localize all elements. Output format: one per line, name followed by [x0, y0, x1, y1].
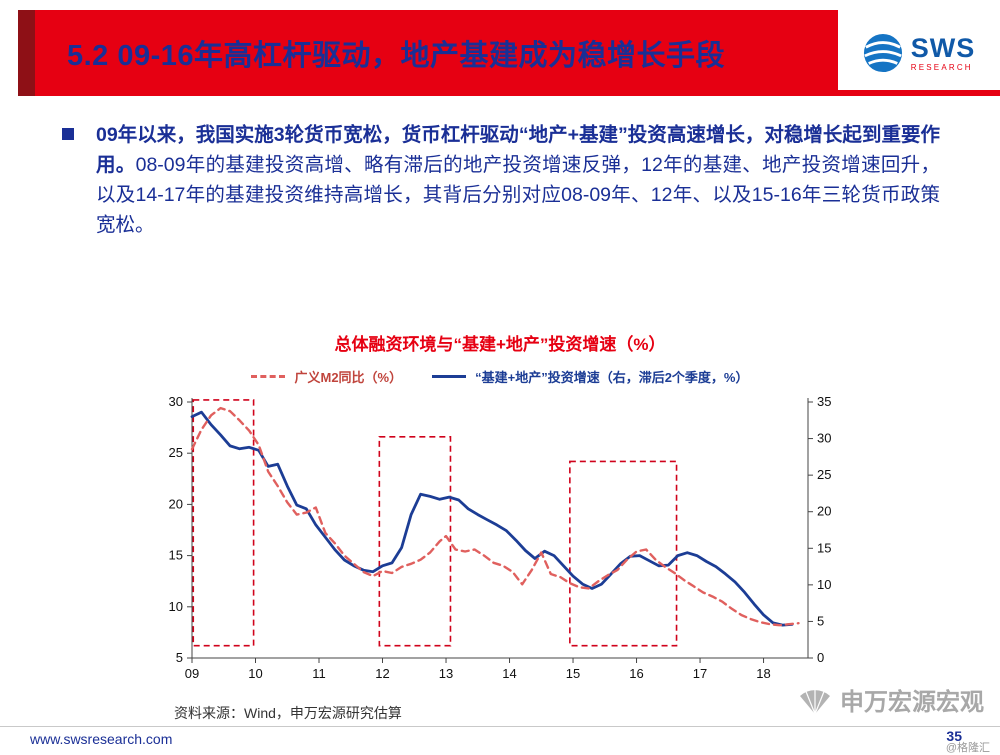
svg-text:10: 10 [248, 666, 262, 681]
chart-section: 总体融资环境与“基建+地产”投资增速（%） 广义M2同比（%） “基建+地产”投… [150, 330, 850, 723]
watermark-text: 申万宏源宏观 [840, 689, 984, 716]
gelonghui-credit: @格隆汇 [945, 742, 990, 754]
investment-legend-line-icon [432, 375, 467, 378]
svg-text:17: 17 [693, 666, 707, 681]
svg-text:14: 14 [502, 666, 516, 681]
sws-globe-icon [863, 33, 902, 73]
banner-accent-bar [18, 10, 35, 96]
svg-text:5: 5 [176, 650, 183, 665]
m2-legend-label: 广义M2同比（%） [294, 370, 403, 385]
sws-wordmark: SWS [910, 32, 976, 63]
svg-text:16: 16 [629, 666, 643, 681]
chart-title: 总体融资环境与“基建+地产”投资增速（%） [334, 335, 666, 354]
banner-main: 5.2 09-16年高杠杆驱动，地产基建成为稳增长手段 [35, 10, 838, 96]
sws-logo-text: SWS RESEARCH [910, 32, 976, 72]
fan-logo-icon [800, 685, 830, 714]
watermark: 申万宏源宏观 [797, 682, 984, 717]
svg-text:15: 15 [566, 666, 580, 681]
title-banner: 5.2 09-16年高杠杆驱动，地产基建成为稳增长手段 SWS RESEARCH [18, 10, 1000, 96]
svg-text:5: 5 [817, 613, 824, 628]
legend-item-m2: 广义M2同比（%） [251, 367, 402, 386]
slide-title: 5.2 09-16年高杠杆驱动，地产基建成为稳增长手段 [67, 40, 726, 72]
bullet-text: 09年以来，我国实施3轮货币宽松，货币杠杆驱动“地产+基建”投资高速增长，对稳增… [96, 120, 940, 240]
sws-research-label: RESEARCH [910, 62, 973, 72]
footer-divider [0, 726, 1000, 727]
legend-item-investment: “基建+地产”投资增速（右，滞后2个季度，%） [432, 367, 749, 386]
source-note: 资料来源：Wind，申万宏源研究估算 [174, 705, 402, 721]
page-number: 35 [946, 728, 962, 744]
bullet-text-regular: 08-09年的基建投资高增、略有滞后的地产投资增速反弹，12年的基建、地产投资增… [96, 154, 940, 236]
svg-text:25: 25 [169, 445, 183, 460]
svg-text:25: 25 [817, 467, 831, 482]
svg-text:10: 10 [169, 599, 183, 614]
svg-text:12: 12 [375, 666, 389, 681]
svg-text:0: 0 [817, 650, 824, 665]
svg-text:13: 13 [439, 666, 453, 681]
svg-text:20: 20 [169, 496, 183, 511]
svg-text:30: 30 [169, 394, 183, 409]
svg-text:09: 09 [185, 666, 199, 681]
svg-text:15: 15 [169, 548, 183, 563]
svg-text:15: 15 [817, 540, 831, 555]
chart-legend: 广义M2同比（%） “基建+地产”投资增速（右，滞后2个季度，%） [150, 367, 850, 386]
svg-text:10: 10 [817, 577, 831, 592]
bullet-text-bold: 09年以来，我国实施3轮货币宽松，货币杠杆驱动“地产+基建”投资高速增长，对稳增… [96, 124, 940, 176]
svg-text:18: 18 [756, 666, 770, 681]
svg-text:30: 30 [817, 431, 831, 446]
investment-legend-label: “基建+地产”投资增速（右，滞后2个季度，%） [475, 370, 749, 385]
svg-text:11: 11 [312, 666, 326, 681]
m2-legend-line-icon [251, 375, 286, 378]
bullet-paragraph: 09年以来，我国实施3轮货币宽松，货币杠杆驱动“地产+基建”投资高速增长，对稳增… [62, 120, 940, 240]
line-chart: 5 10 15 20 25 30 0 5 10 15 20 25 30 35 09 10 11 12 13 14 15 1… [169, 394, 832, 681]
bullet-square-icon [62, 128, 74, 140]
footer-url: www.swsresearch.com [30, 731, 173, 747]
sws-logo: SWS RESEARCH [838, 10, 1000, 96]
svg-text:20: 20 [817, 504, 831, 519]
svg-text:35: 35 [817, 394, 831, 409]
